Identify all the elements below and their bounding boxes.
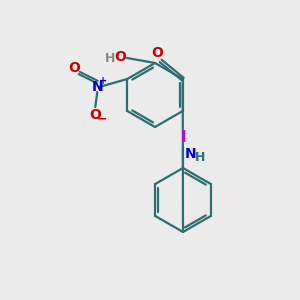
Text: O: O xyxy=(89,108,101,122)
Text: −: − xyxy=(97,112,107,125)
Text: N: N xyxy=(185,146,197,161)
Text: +: + xyxy=(99,76,107,86)
Text: H: H xyxy=(105,52,115,64)
Text: O: O xyxy=(114,50,126,64)
Text: O: O xyxy=(151,46,163,60)
Text: N: N xyxy=(92,80,103,94)
Text: O: O xyxy=(68,61,80,75)
Text: H: H xyxy=(195,151,205,164)
Text: I: I xyxy=(180,130,186,146)
